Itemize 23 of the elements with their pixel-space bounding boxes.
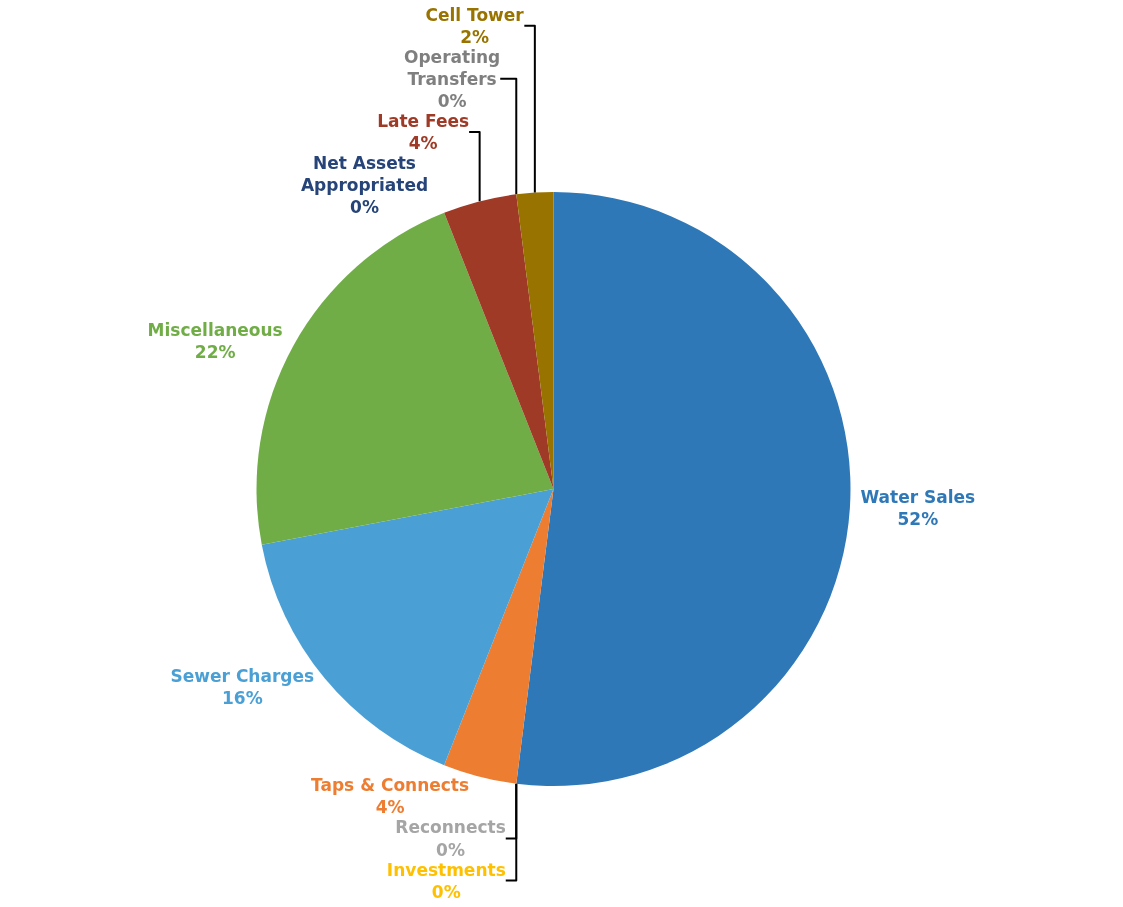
slice-label: Miscellaneous bbox=[147, 319, 283, 340]
data-label: 52% bbox=[897, 508, 939, 529]
category-label: Reconnects bbox=[395, 817, 506, 838]
data-label: 4% bbox=[408, 133, 438, 154]
slice-label: Taps & Connects bbox=[311, 775, 470, 796]
data-label: 2% bbox=[460, 26, 490, 47]
data-label: 22% bbox=[194, 342, 236, 363]
text: 0% bbox=[437, 90, 467, 111]
pie-slice bbox=[444, 194, 554, 489]
category-label: Operating Transfers bbox=[403, 46, 501, 89]
slice-label: Late Fees bbox=[377, 110, 470, 131]
category-label: Net Assets Appropriated bbox=[300, 153, 429, 196]
text: 0% bbox=[431, 881, 461, 902]
text: 0% bbox=[350, 197, 379, 218]
data-label: 16% bbox=[222, 687, 263, 708]
pie-slice bbox=[516, 192, 850, 786]
slice-label: Sewer Charges bbox=[170, 665, 315, 686]
pie-slice bbox=[516, 192, 554, 489]
slice-label: Cell Tower bbox=[425, 4, 525, 25]
slice-label: Water Sales bbox=[860, 486, 976, 507]
category-label: Investments bbox=[386, 859, 506, 880]
text: 0% bbox=[436, 839, 465, 860]
data-label: 4% bbox=[375, 797, 405, 818]
